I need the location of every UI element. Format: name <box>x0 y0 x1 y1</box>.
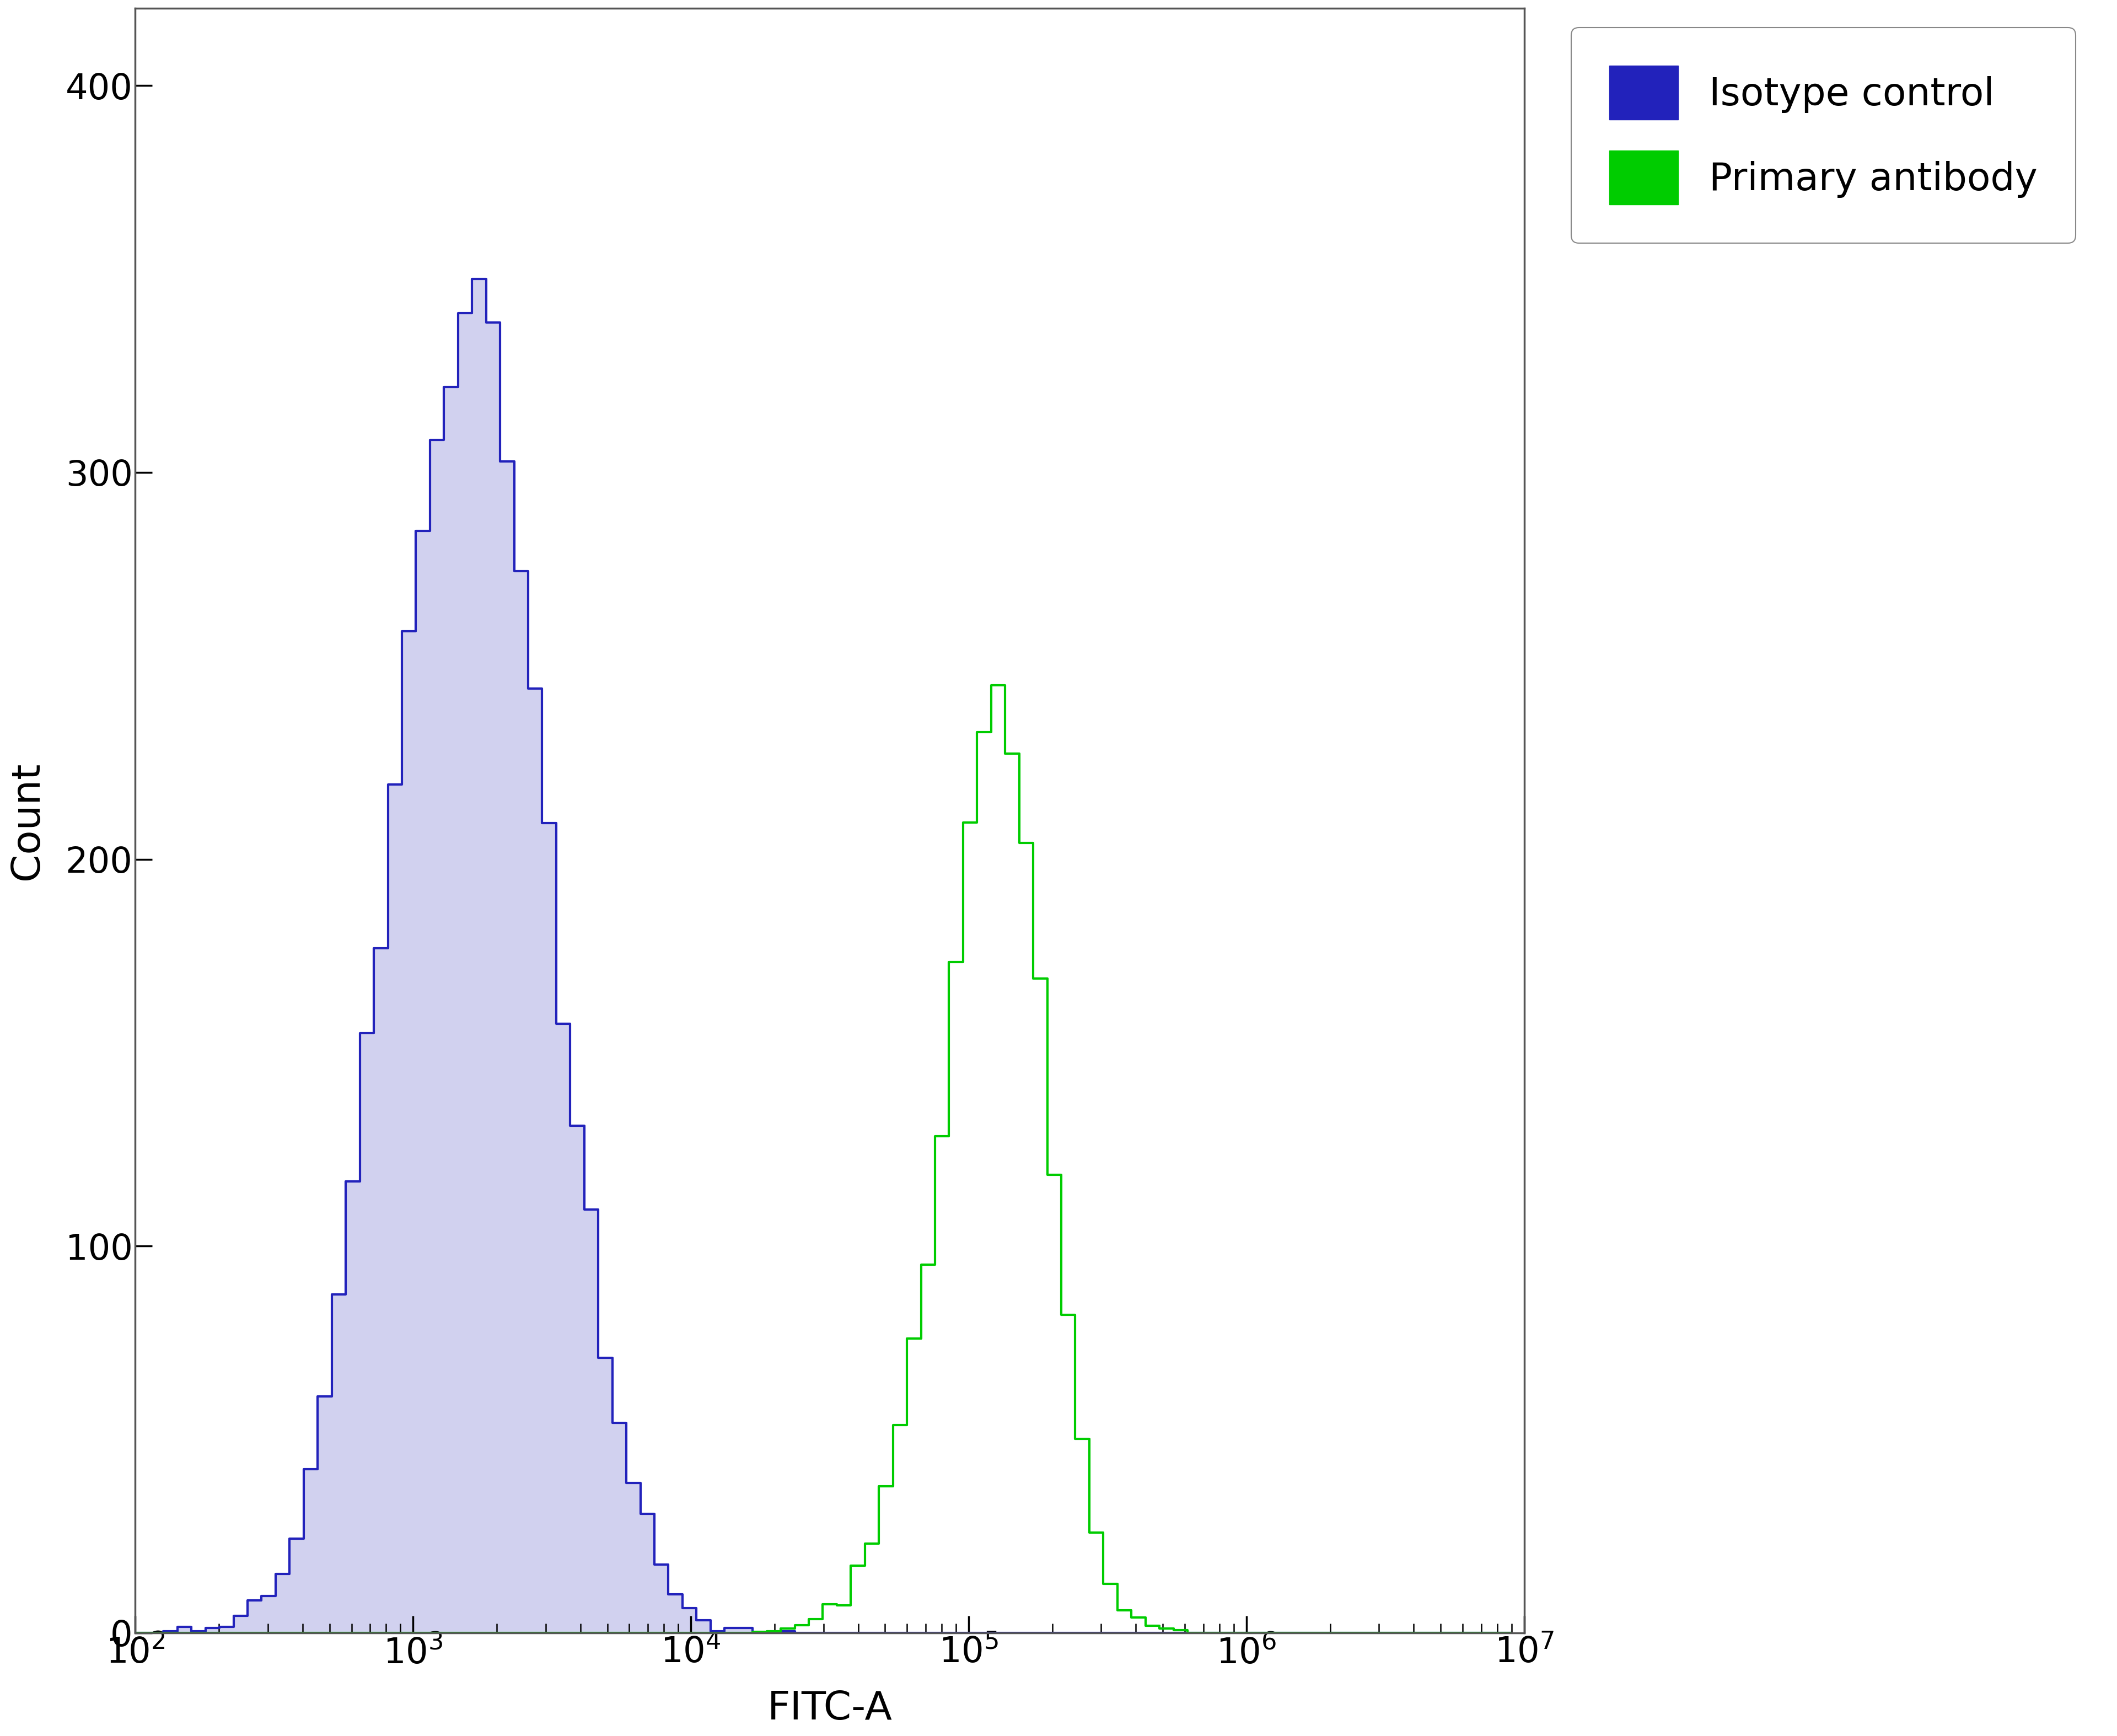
X-axis label: FITC-A: FITC-A <box>766 1689 893 1727</box>
Legend: Isotype control, Primary antibody: Isotype control, Primary antibody <box>1571 28 2075 243</box>
Y-axis label: Count: Count <box>8 762 47 880</box>
